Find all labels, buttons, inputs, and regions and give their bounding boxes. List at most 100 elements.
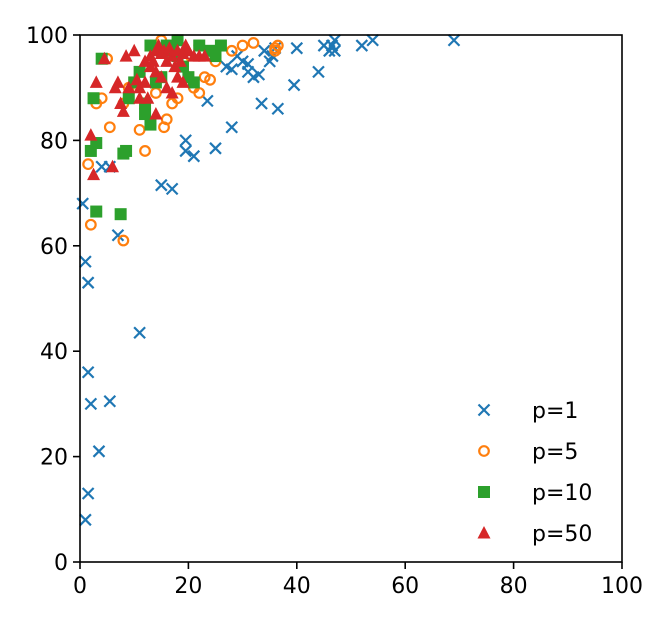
data-point (149, 107, 163, 120)
data-point (144, 118, 157, 131)
y-tick-label: 100 (26, 24, 68, 49)
data-point (179, 134, 192, 147)
y-tick-label: 40 (40, 340, 68, 365)
data-point (133, 91, 147, 104)
data-point (84, 218, 97, 231)
data-point (328, 33, 342, 47)
data-point (114, 208, 127, 221)
data-point (187, 76, 200, 89)
data-point (366, 33, 379, 47)
data-point (76, 197, 89, 210)
data-point (209, 50, 222, 63)
data-point (90, 205, 103, 218)
data-point (187, 149, 201, 163)
data-point (92, 445, 106, 458)
data-point (193, 39, 206, 52)
legend-label: p=50 (532, 522, 592, 547)
data-point (271, 39, 284, 52)
data-point (255, 97, 268, 110)
data-point (241, 57, 255, 71)
data-point (87, 92, 100, 105)
data-point (106, 159, 120, 173)
x-tick-label: 0 (73, 574, 87, 599)
data-point (201, 94, 214, 108)
data-point (139, 108, 152, 121)
data-point (127, 43, 141, 57)
data-point (97, 51, 111, 65)
data-point (160, 80, 174, 94)
data-point (122, 92, 135, 105)
data-point (312, 65, 325, 79)
data-point (103, 121, 116, 134)
data-point (119, 49, 133, 62)
data-point (171, 70, 185, 83)
data-point (258, 44, 271, 58)
x-tick-label: 60 (391, 574, 419, 599)
data-point (141, 91, 155, 104)
data-point (82, 158, 95, 171)
data-point (87, 167, 101, 181)
data-point (269, 42, 282, 55)
data-point (120, 144, 133, 157)
data-point (225, 62, 239, 76)
plot-frame (79, 34, 623, 563)
legend-label: p=5 (532, 440, 578, 465)
data-point (287, 78, 301, 92)
legend-marker (477, 526, 491, 539)
data-point (214, 39, 227, 52)
legend-marker (478, 486, 490, 498)
data-point (165, 85, 179, 99)
y-tick-label: 20 (40, 446, 68, 471)
data-point (230, 49, 244, 63)
y-tick-label: 60 (40, 235, 68, 260)
data-point (328, 44, 342, 58)
legend-marker (477, 403, 491, 417)
data-point (181, 43, 195, 57)
data-point (247, 37, 260, 49)
legend-entry-p=10: p=10 (478, 481, 592, 506)
data-point (179, 144, 192, 158)
y-tick-label: 0 (54, 551, 68, 576)
x-tick-label: 40 (283, 574, 311, 599)
legend: p=1 p=5 p=10 p=50 (477, 399, 592, 547)
data-point (81, 366, 95, 379)
x-tick-label: 20 (174, 574, 202, 599)
legend-label: p=10 (532, 481, 592, 506)
legend-entry-p=50: p=50 (477, 522, 592, 547)
data-point (133, 123, 146, 136)
data-point (154, 70, 168, 83)
data-point (271, 102, 285, 116)
data-point (111, 228, 125, 242)
data-point (116, 104, 130, 117)
data-point (236, 39, 249, 52)
data-point (225, 120, 239, 134)
y-tick-label: 80 (40, 129, 68, 154)
data-point (355, 39, 369, 52)
data-point (81, 487, 95, 500)
legend-label: p=1 (532, 399, 578, 424)
data-point (79, 513, 92, 527)
x-tick-label: 80 (500, 574, 528, 599)
legend-entry-p=5: p=5 (478, 440, 578, 465)
data-point (117, 234, 130, 247)
data-point (225, 44, 238, 57)
data-point (138, 75, 152, 88)
data-point (122, 80, 136, 94)
legend-entry-p=1: p=1 (477, 399, 578, 424)
data-point (173, 54, 187, 67)
data-point (89, 75, 103, 88)
legend-marker (478, 445, 490, 457)
data-point (204, 73, 216, 86)
data-point (133, 326, 146, 340)
data-point (209, 142, 222, 155)
data-point (138, 54, 152, 67)
data-point (447, 33, 461, 47)
data-marks (76, 33, 461, 527)
data-point (103, 394, 117, 408)
data-point (171, 34, 184, 47)
data-point (165, 182, 179, 196)
x-tick-label: 100 (601, 574, 643, 599)
data-point (84, 128, 98, 141)
series-p=1 (76, 33, 461, 527)
